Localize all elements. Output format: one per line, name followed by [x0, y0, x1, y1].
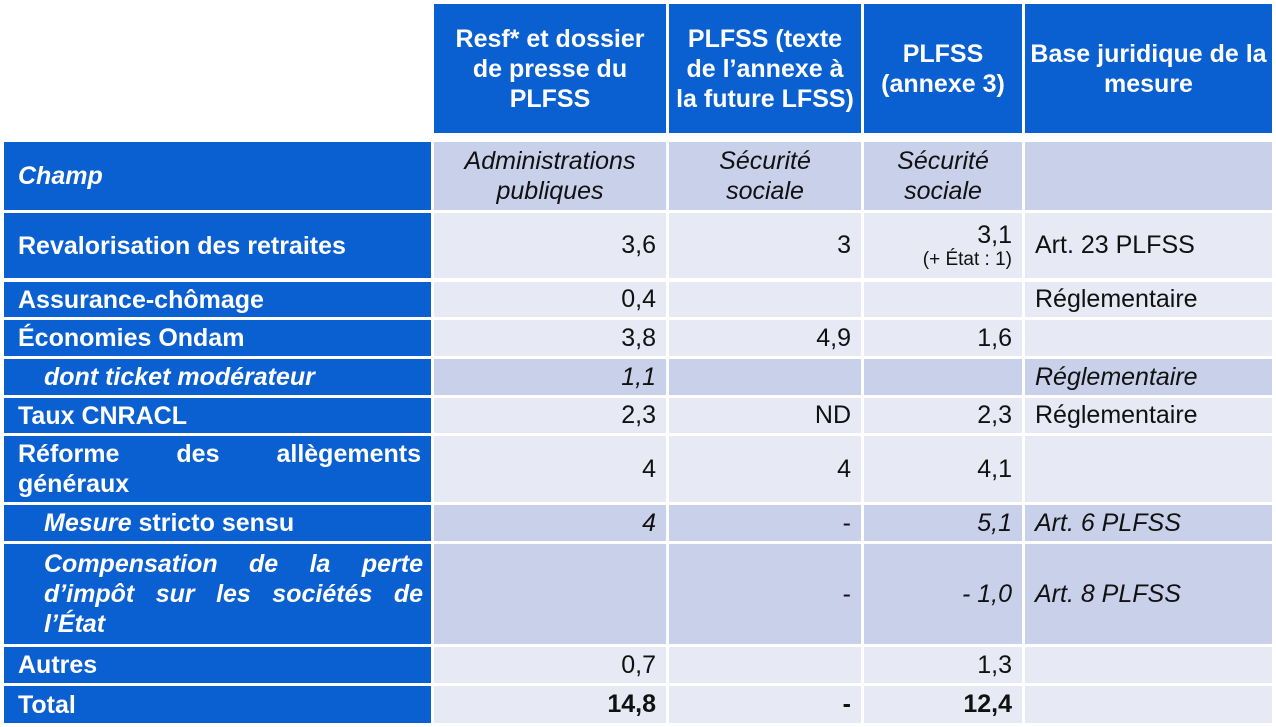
mesure-col2: - — [669, 505, 861, 541]
row-label-revalorisation: Revalorisation des retraites — [4, 213, 431, 278]
assurance-col1: 0,4 — [434, 282, 666, 317]
champ-col4 — [1025, 142, 1272, 210]
compensation-col1 — [434, 544, 666, 644]
champ-col3: Sécurité sociale — [864, 142, 1022, 210]
mesure-col3: 5,1 — [864, 505, 1022, 541]
compensation-base: Art. 8 PLFSS — [1025, 544, 1272, 644]
revalorisation-col3-value: 3,1 — [977, 220, 1012, 249]
header-resf: Resf* et dossier de presse du PLFSS — [434, 4, 666, 133]
assurance-col2 — [669, 282, 861, 317]
autres-base — [1025, 647, 1272, 683]
reforme-col2: 4 — [669, 436, 861, 502]
mesure-col1: 4 — [434, 505, 666, 541]
cnracl-col2: ND — [669, 398, 861, 433]
cnracl-col1: 2,3 — [434, 398, 666, 433]
ondam-col2: 4,9 — [669, 320, 861, 356]
ondam-col3: 1,6 — [864, 320, 1022, 356]
compensation-col2: - — [669, 544, 861, 644]
total-col2: - — [669, 686, 861, 723]
ticket-col3 — [864, 359, 1022, 395]
cnracl-col3: 2,3 — [864, 398, 1022, 433]
header-plfss-annexe3: PLFSS (annexe 3) — [864, 4, 1022, 133]
revalorisation-col1: 3,6 — [434, 213, 666, 278]
compensation-col3: - 1,0 — [864, 544, 1022, 644]
row-label-champ: Champ — [4, 142, 431, 210]
reforme-col1: 4 — [434, 436, 666, 502]
reforme-label-line2: généraux — [18, 470, 130, 498]
row-label-reforme: Réforme des allègements généraux — [4, 436, 431, 502]
champ-col1: Administrations publiques — [434, 142, 666, 210]
assurance-base: Réglementaire — [1025, 282, 1272, 317]
reforme-label-line1: Réforme des allègements — [18, 440, 421, 468]
ondam-base — [1025, 320, 1272, 356]
revalorisation-col3: 3,1 (+ État : 1) — [864, 213, 1022, 278]
cnracl-base: Réglementaire — [1025, 398, 1272, 433]
ondam-col1: 3,8 — [434, 320, 666, 356]
mesure-base: Art. 6 PLFSS — [1025, 505, 1272, 541]
total-col1: 14,8 — [434, 686, 666, 723]
row-label-mesure: Mesure stricto sensu — [4, 505, 431, 541]
row-label-compensation: Compensation de la perte d’impôt sur les… — [4, 544, 431, 644]
total-col3: 12,4 — [864, 686, 1022, 723]
ticket-col2 — [669, 359, 861, 395]
revalorisation-col2: 3 — [669, 213, 861, 278]
champ-col2: Sécurité sociale — [669, 142, 861, 210]
reforme-col3: 4,1 — [864, 436, 1022, 502]
mesure-label-rest: stricto sensu — [131, 509, 295, 537]
row-label-cnracl: Taux CNRACL — [4, 398, 431, 433]
total-base — [1025, 686, 1272, 723]
autres-col1: 0,7 — [434, 647, 666, 683]
autres-col3: 1,3 — [864, 647, 1022, 683]
autres-col2 — [669, 647, 861, 683]
revalorisation-base: Art. 23 PLFSS — [1025, 213, 1272, 278]
row-label-assurance: Assurance-chômage — [4, 282, 431, 317]
header-base-juridique: Base juridique de la mesure — [1025, 4, 1272, 133]
mesure-label-italic: Mesure — [44, 509, 132, 537]
header-plfss-texte: PLFSS (texte de l’annexe à la future LFS… — [669, 4, 861, 133]
assurance-col3 — [864, 282, 1022, 317]
compensation-label-line2: d’impôt sur les sociétés de — [44, 580, 423, 608]
row-label-autres: Autres — [4, 647, 431, 683]
compensation-label-line1: Compensation de la perte — [44, 550, 423, 578]
revalorisation-col3-note: (+ État : 1) — [922, 248, 1012, 270]
reforme-base — [1025, 436, 1272, 502]
compensation-label-line3: l’État — [44, 610, 106, 638]
row-label-ondam: Économies Ondam — [4, 320, 431, 356]
row-label-ticket: dont ticket modérateur — [4, 359, 431, 395]
row-label-total: Total — [4, 686, 431, 723]
ticket-base: Réglementaire — [1025, 359, 1272, 395]
ticket-col1: 1,1 — [434, 359, 666, 395]
